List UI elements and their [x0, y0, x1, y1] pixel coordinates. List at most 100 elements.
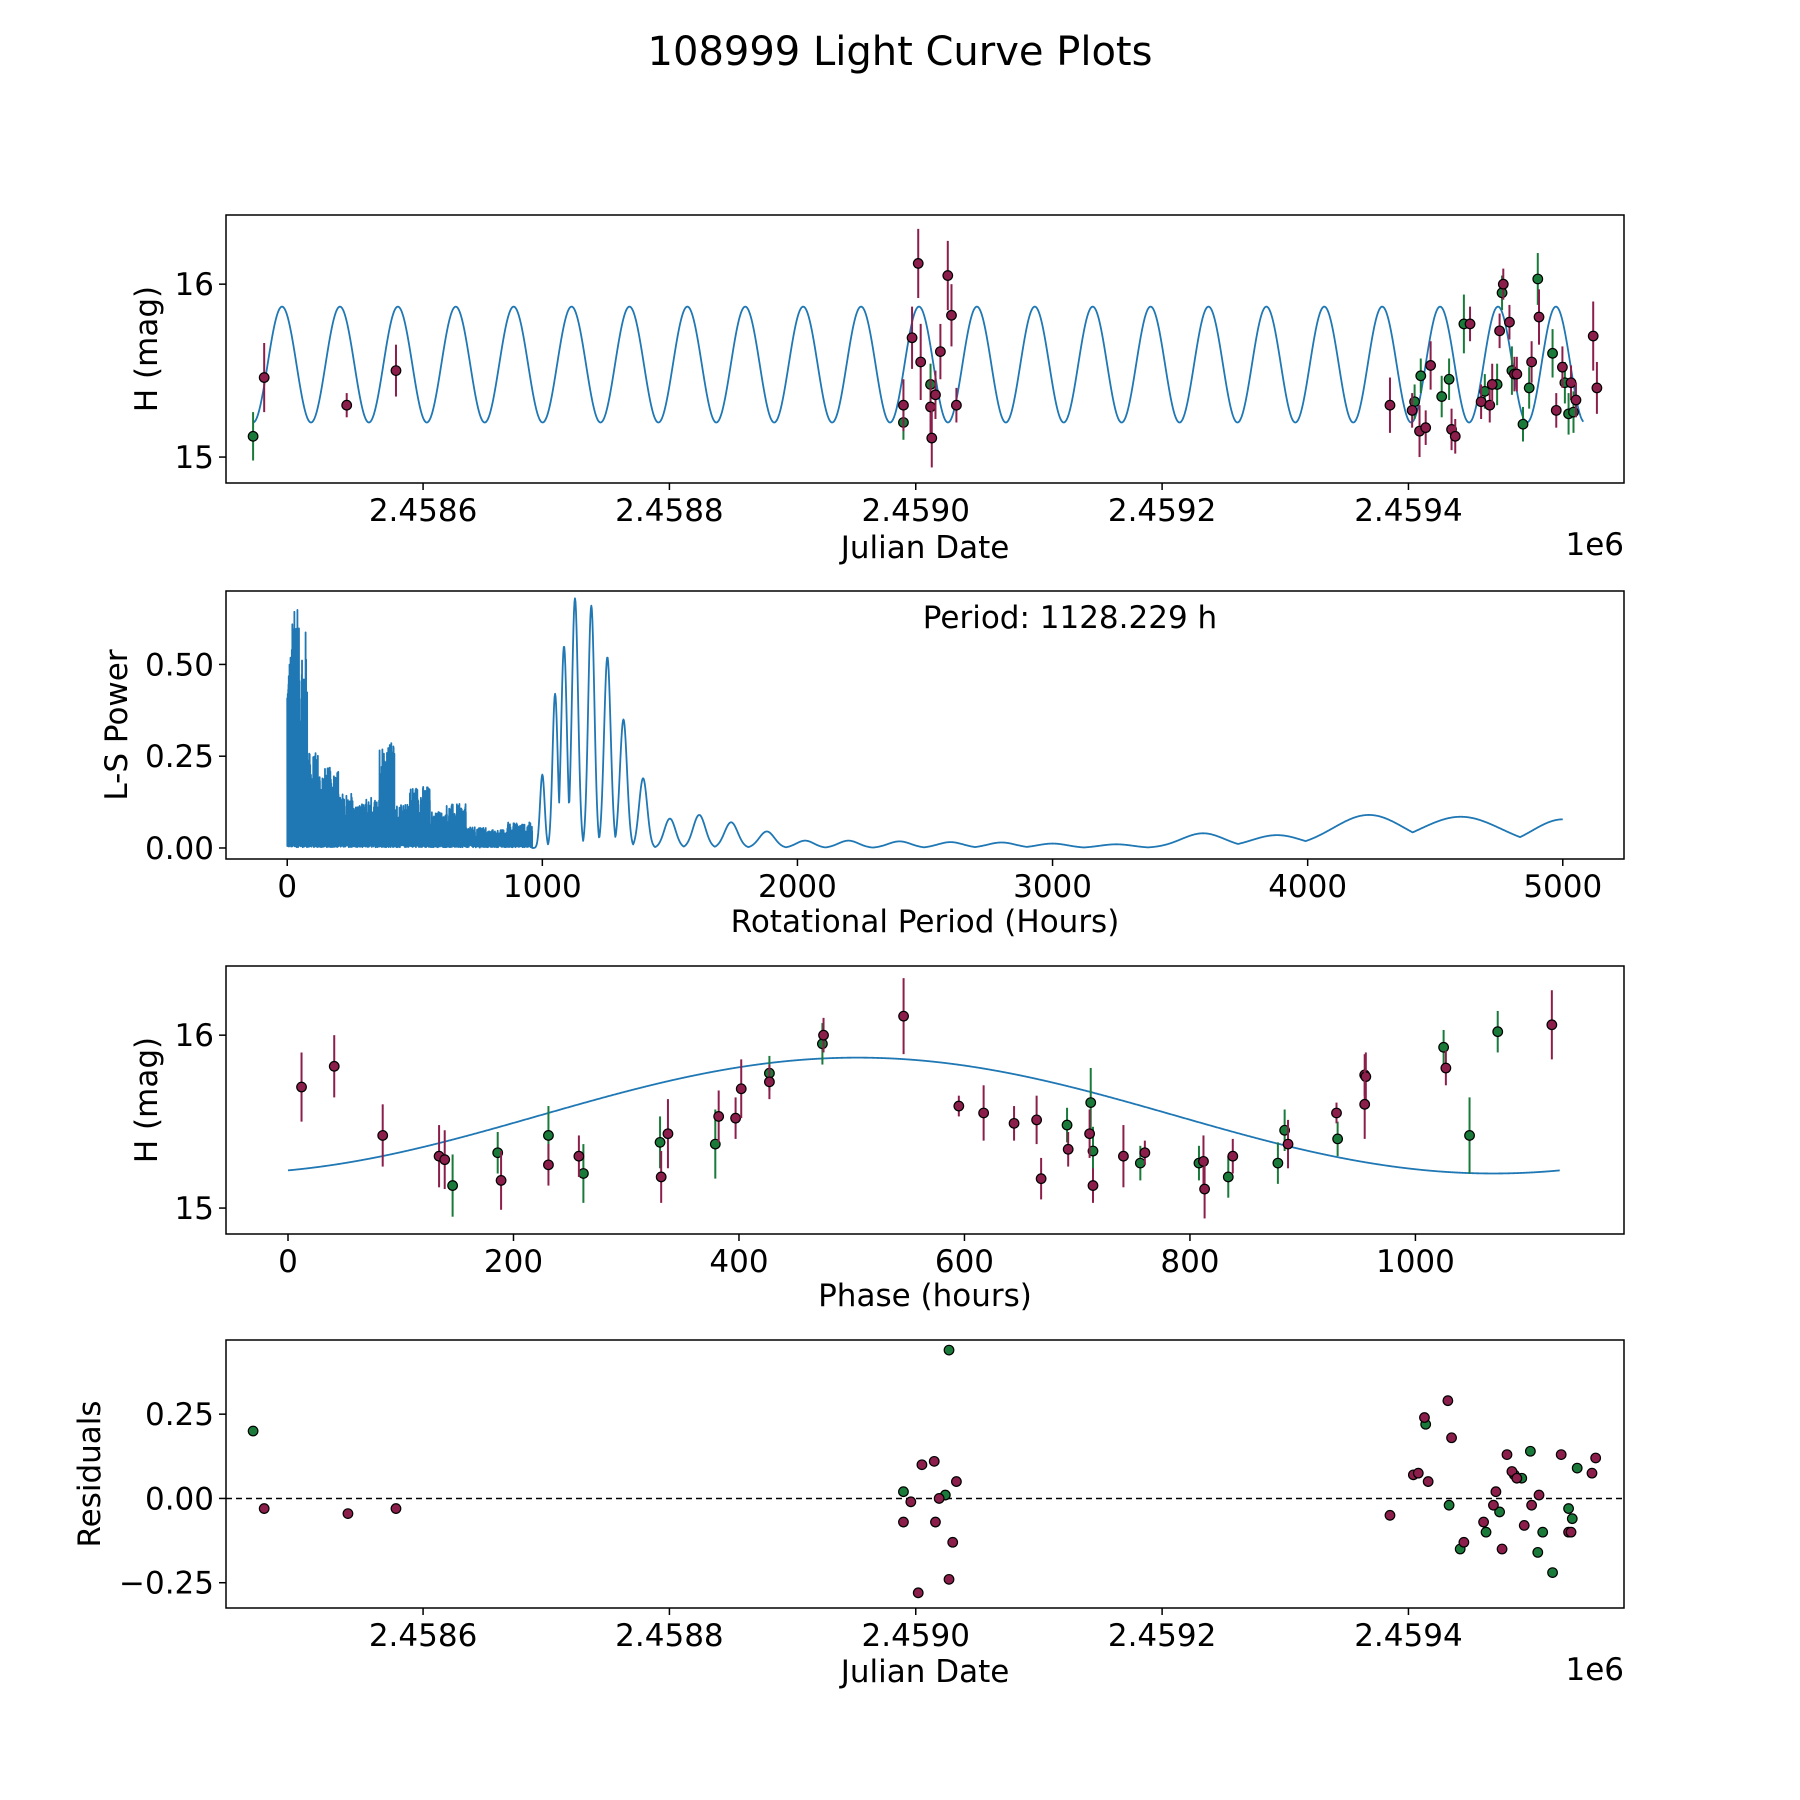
phase-point-green [1085, 1097, 1097, 1108]
residuals-point-purple [1565, 1526, 1577, 1538]
lightcurve-point-purple [915, 356, 927, 368]
residuals-frame [225, 1339, 1625, 1609]
lightcurve-axes: 2.4586 2.4588 2.4590 2.4592 2.4594 15 16 [175, 267, 1463, 529]
phase-point-purple [1360, 1071, 1372, 1083]
residuals-xlabel: Julian Date [839, 1654, 1010, 1690]
phase-point-green [1492, 1026, 1504, 1038]
phase-point-green [1464, 1130, 1475, 1141]
phase-xtick-label: 0 [278, 1244, 298, 1280]
phase-point-purple [1359, 1098, 1371, 1110]
phase-point-green [654, 1136, 666, 1148]
phase-point-purple [328, 1060, 340, 1072]
lightcurve-point-purple [1511, 368, 1523, 380]
phase-xtick-label: 800 [1160, 1244, 1219, 1280]
phase-point-green [1438, 1041, 1450, 1053]
residuals-point-purple [1419, 1412, 1430, 1423]
phase-point-purple [439, 1154, 451, 1166]
lightcurve-point-green [247, 430, 259, 442]
residuals-point-purple [943, 1573, 955, 1585]
lightcurve-frame [225, 214, 1625, 484]
phase-xtick-label: 600 [935, 1244, 994, 1280]
residuals-point-green [1547, 1567, 1558, 1579]
lightcurve-point-purple [934, 346, 946, 357]
phase-point-purple [1199, 1183, 1210, 1195]
periodogram-xtick-label: 1000 [503, 869, 582, 905]
lightcurve-point-purple [1486, 379, 1498, 390]
lightcurve-point-purple [912, 258, 924, 269]
residuals-point-green [1443, 1499, 1455, 1511]
residuals-point-purple [1501, 1449, 1513, 1461]
periodogram-panel: 0 1000 2000 3000 4000 5000 0.00 0.25 0.50 Period… [99, 590, 1625, 940]
lightcurve-point-purple [1425, 360, 1437, 371]
residuals-xtick-label: 2.4586 [369, 1618, 477, 1654]
phase-point-green [1061, 1119, 1073, 1131]
residuals-point-green [943, 1344, 955, 1356]
phase-point-purple [1139, 1147, 1151, 1159]
residuals-xtick-label: 2.4592 [1108, 1618, 1216, 1654]
periodogram-line [286, 597, 1564, 849]
lightcurve-point-green [1517, 418, 1529, 430]
phase-point-purple [953, 1100, 965, 1112]
phase-plot-area [287, 978, 1560, 1219]
phase-point-green [447, 1180, 459, 1191]
periodogram-ytick-label: 0.50 [145, 647, 214, 683]
periodogram-xlabel: Rotational Period (Hours) [731, 904, 1120, 940]
phase-point-purple [764, 1076, 775, 1088]
phase-point-purple [1227, 1150, 1239, 1162]
phase-point-purple [1084, 1128, 1096, 1140]
lightcurve-point-purple [1464, 318, 1476, 330]
residuals-point-green [247, 1425, 259, 1437]
residuals-point-green [1537, 1526, 1549, 1538]
lightcurve-point-purple [946, 309, 957, 321]
residuals-point-purple [1412, 1467, 1424, 1479]
phase-point-purple [1035, 1173, 1047, 1185]
lightcurve-ytick-label: 15 [175, 440, 214, 476]
lightcurve-ytick-label: 16 [175, 267, 214, 303]
residuals-ytick-label: −0.25 [119, 1566, 214, 1602]
lightcurve-point-purple [1504, 316, 1515, 328]
phase-point-purple [1440, 1062, 1452, 1074]
residuals-point-purple [898, 1516, 909, 1528]
phase-point-green [1222, 1171, 1234, 1183]
phase-panel: 0 200 400 600 800 1000 15 16 Phase (hours) H (m… [129, 965, 1625, 1314]
lightcurve-xtick-label: 2.4590 [862, 493, 970, 529]
phase-point-purple [1031, 1114, 1043, 1126]
lightcurve-point-green [1523, 382, 1535, 394]
phase-point-purple [713, 1111, 725, 1122]
residuals-point-green [1480, 1526, 1492, 1538]
residuals-point-purple [930, 1516, 941, 1528]
residuals-axes: 2.4586 2.4588 2.4590 2.4592 2.4594 −0.25 0.00 0… [119, 1397, 1463, 1654]
lightcurve-point-purple [1420, 422, 1432, 434]
residuals-point-purple [1458, 1536, 1470, 1548]
phase-point-purple [573, 1150, 585, 1162]
phase-point-purple [1062, 1143, 1074, 1155]
lightcurve-point-purple [1384, 399, 1396, 411]
residuals-point-purple [1533, 1489, 1545, 1501]
residuals-point-green [1563, 1503, 1574, 1514]
residuals-point-purple [951, 1476, 962, 1487]
phase-point-purple [1008, 1117, 1020, 1129]
residuals-point-green [1524, 1445, 1536, 1457]
periodogram-frame [225, 590, 1625, 860]
phase-point-purple [543, 1159, 554, 1171]
residuals-point-purple [1446, 1432, 1457, 1444]
phase-xlabel: Phase (hours) [818, 1278, 1032, 1314]
residuals-point-purple [947, 1536, 959, 1548]
phase-point-green [543, 1130, 554, 1141]
phase-model-curve [287, 1056, 1560, 1175]
lightcurve-point-purple [951, 399, 962, 411]
phase-point-green [817, 1038, 828, 1050]
residuals-xtick-label: 2.4594 [1354, 1618, 1462, 1654]
phase-point-green [1272, 1157, 1284, 1169]
lightcurve-xtick-label: 2.4594 [1354, 493, 1462, 529]
lightcurve-plot-area [247, 228, 1603, 468]
phase-point-purple [377, 1130, 389, 1141]
periodogram-ytick-label: 0.25 [145, 739, 214, 775]
phase-point-purple [296, 1081, 307, 1093]
lightcurve-point-purple [390, 365, 402, 377]
periodogram-axes: 0 1000 2000 3000 4000 5000 0.00 0.25 0.50 [145, 647, 1602, 905]
lightcurve-point-purple [1533, 311, 1545, 323]
residuals-point-purple [1490, 1486, 1502, 1498]
lightcurve-point-purple [1494, 325, 1505, 337]
